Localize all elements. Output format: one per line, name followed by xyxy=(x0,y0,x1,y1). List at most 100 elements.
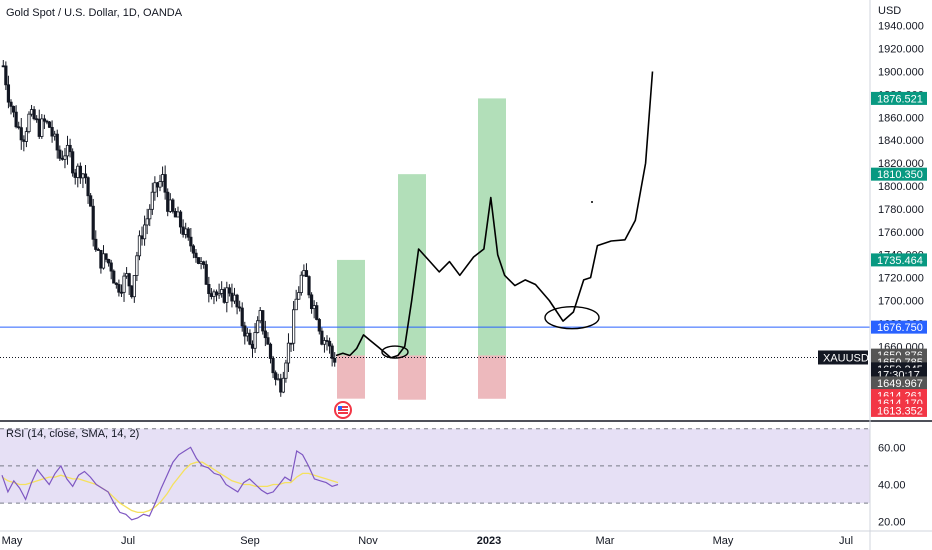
candle-body xyxy=(315,305,319,320)
y-tick-label: 1860.000 xyxy=(878,112,924,124)
price-tag-label: 1810.350 xyxy=(877,169,923,181)
candle-body xyxy=(83,173,88,179)
y-tick-label: 1920.000 xyxy=(878,44,924,56)
candle-body xyxy=(158,181,162,188)
candle-body xyxy=(32,109,36,120)
candle-body xyxy=(178,211,183,228)
candle-body xyxy=(245,332,249,337)
long-position-profit-zone[interactable] xyxy=(398,174,426,356)
candle-body xyxy=(207,283,211,294)
candle-body xyxy=(320,330,324,345)
candle-body xyxy=(24,131,29,142)
candle-body xyxy=(284,362,288,379)
candle-body xyxy=(94,238,98,250)
candle-body xyxy=(81,173,85,179)
candle-body xyxy=(42,118,46,122)
price-tag xyxy=(871,91,927,105)
y-tick-label: 1720.000 xyxy=(878,273,924,285)
long-positions[interactable] xyxy=(337,98,506,400)
candle-body xyxy=(19,127,23,141)
candle-body xyxy=(243,325,247,337)
candle-body xyxy=(276,378,280,381)
price-tag xyxy=(871,320,927,334)
time-axis[interactable]: May Jul Sep Nov 2023 Mar May Jul xyxy=(2,535,853,547)
candle-body xyxy=(27,113,31,133)
x-tick-label: Jul xyxy=(121,535,135,547)
candle-body xyxy=(73,172,77,178)
candle-body xyxy=(330,345,334,359)
price-tag xyxy=(871,376,927,390)
candle-body xyxy=(230,292,234,302)
candle-body xyxy=(99,249,103,269)
candle-body xyxy=(14,111,18,128)
y-tick-label: 1840.000 xyxy=(878,135,924,147)
price-tags: 1876.5211810.3501735.4641676.7501650.876… xyxy=(818,91,927,417)
candle-body xyxy=(160,174,165,182)
candle-body xyxy=(292,309,296,344)
candle-body xyxy=(9,101,13,107)
y-tick-label: 1940.000 xyxy=(878,21,924,33)
candle-body xyxy=(35,118,39,121)
price-tag-label: 1613.352 xyxy=(877,405,923,417)
candle-body xyxy=(22,139,26,142)
candle-body xyxy=(68,144,72,153)
candle-body xyxy=(17,126,21,129)
candle-body xyxy=(47,121,52,128)
candle-body xyxy=(137,235,142,257)
candle-body xyxy=(140,235,144,240)
candle-body xyxy=(71,151,75,174)
candle-body xyxy=(222,289,226,303)
horizontal-lines[interactable] xyxy=(0,326,870,358)
long-position-profit-zone[interactable] xyxy=(478,98,506,356)
candle-body xyxy=(274,372,278,380)
rsi-tick-label: 20.00 xyxy=(878,517,906,529)
candle-body xyxy=(191,245,196,254)
candle-body xyxy=(11,105,16,113)
candle-body xyxy=(119,291,124,294)
candle-body xyxy=(168,199,172,212)
rsi-pane xyxy=(0,428,870,521)
long-position-stop-zone[interactable] xyxy=(337,355,365,399)
candle-body xyxy=(114,282,118,285)
candle-body xyxy=(40,118,44,137)
candle-body xyxy=(194,252,198,258)
candle-body xyxy=(91,205,95,240)
y-tick-label: 1900.000 xyxy=(878,67,924,79)
candle-body xyxy=(232,294,237,302)
dot-annotation[interactable] xyxy=(591,201,593,204)
candle-body xyxy=(281,377,285,393)
candle-body xyxy=(214,291,219,296)
y-tick-label: 1700.000 xyxy=(878,296,924,308)
candle-body xyxy=(261,310,265,332)
candle-body xyxy=(271,358,275,374)
candle-body xyxy=(130,285,134,298)
us-flag-icon[interactable] xyxy=(334,401,352,419)
candle-body xyxy=(53,133,57,137)
candle-body xyxy=(225,287,229,303)
price-axis[interactable]: 1620.0001640.0001660.0001680.0001700.000… xyxy=(878,21,924,399)
projection-drawing[interactable] xyxy=(335,71,654,359)
candle-body xyxy=(58,149,62,159)
candle-body xyxy=(112,270,116,284)
currency-label: USD xyxy=(878,5,901,17)
candle-body xyxy=(304,270,309,277)
price-tag xyxy=(871,403,927,417)
candle-body xyxy=(256,320,260,333)
symbol-tag xyxy=(818,350,868,365)
candle-body xyxy=(299,274,303,293)
circle-annotation[interactable] xyxy=(544,305,600,330)
long-position-stop-zone[interactable] xyxy=(478,355,506,399)
rsi-axis[interactable]: 60.00 40.00 20.00 xyxy=(878,442,906,528)
candle-body xyxy=(127,273,131,287)
candle-body xyxy=(253,332,257,349)
candle-body xyxy=(268,343,273,359)
candle-body xyxy=(96,249,100,251)
long-position-stop-zone[interactable] xyxy=(398,355,426,400)
projection-line[interactable] xyxy=(335,71,654,359)
circle-annotation[interactable] xyxy=(381,345,409,359)
x-tick-label: Nov xyxy=(358,535,378,547)
candle-body xyxy=(104,253,108,260)
price-tag-label: 1649.967 xyxy=(877,378,923,390)
candle-body xyxy=(109,262,113,272)
